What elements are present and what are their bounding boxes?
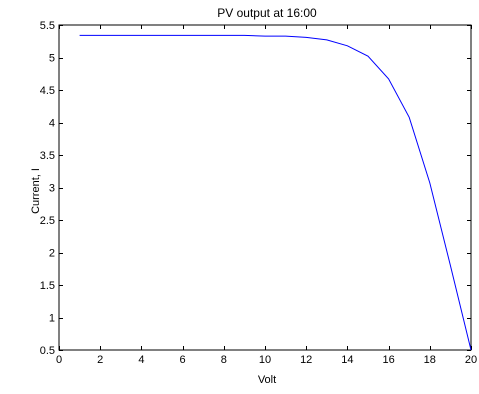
x-tick-label: 6 xyxy=(180,354,186,366)
y-tick-label: 4.5 xyxy=(40,85,55,97)
y-tick-label: 2 xyxy=(49,248,55,260)
y-tick-label: 3.5 xyxy=(40,150,55,162)
x-tick-label: 10 xyxy=(259,354,271,366)
y-axis-title: Current, I xyxy=(30,168,42,214)
series-line xyxy=(79,34,472,351)
x-tick-label: 20 xyxy=(465,354,477,366)
y-tick-label: 2.5 xyxy=(40,215,55,227)
x-axis-title: Volt xyxy=(258,374,276,386)
y-tick-label: 1.5 xyxy=(40,280,55,292)
x-tick-label: 12 xyxy=(300,354,312,366)
y-tick-label: 0.5 xyxy=(40,345,55,357)
y-tick-label: 5 xyxy=(49,53,55,65)
y-tick-label: 1 xyxy=(49,313,55,325)
x-tick-label: 8 xyxy=(221,354,227,366)
y-tick-label: 5.5 xyxy=(40,20,55,32)
x-tick-label: 4 xyxy=(138,354,144,366)
plot-frame xyxy=(58,24,472,351)
x-tick-label: 0 xyxy=(56,354,62,366)
plot-area: 0 2 4 6 8 10 12 14 16 18 20 0.5 1 1.5 2 2.5 3 3.5 4 4.5 5 5.5 xyxy=(40,20,477,366)
chart-title: PV output at 16:00 xyxy=(217,6,317,20)
x-tick-label: 14 xyxy=(341,354,353,366)
x-tick-label: 18 xyxy=(424,354,436,366)
x-tick-label: 2 xyxy=(97,354,103,366)
y-tick-label: 4 xyxy=(49,118,55,130)
y-tick-label: 3 xyxy=(49,183,55,195)
x-tick-label: 16 xyxy=(382,354,394,366)
